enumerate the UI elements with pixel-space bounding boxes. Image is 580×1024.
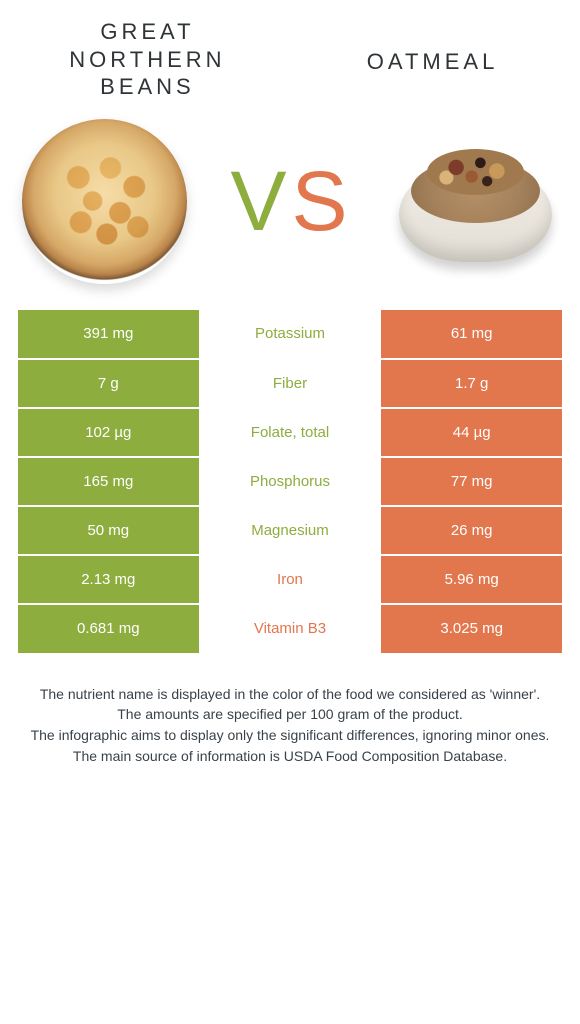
value-b: 26 mg (381, 506, 562, 555)
footer-line: The amounts are specified per 100 gram o… (24, 705, 556, 724)
table-row: 391 mgPotassium61 mg (18, 310, 562, 359)
value-a: 102 µg (18, 408, 199, 457)
food-a-image (22, 119, 187, 284)
nutrient-name: Vitamin B3 (199, 604, 382, 653)
table-row: 2.13 mgIron5.96 mg (18, 555, 562, 604)
footer-line: The nutrient name is displayed in the co… (24, 685, 556, 704)
table-row: 0.681 mgVitamin B33.025 mg (18, 604, 562, 653)
value-a: 0.681 mg (18, 604, 199, 653)
value-a: 7 g (18, 359, 199, 408)
value-b: 77 mg (381, 457, 562, 506)
value-b: 44 µg (381, 408, 562, 457)
footer-line: The infographic aims to display only the… (24, 726, 556, 745)
nutrient-name: Iron (199, 555, 382, 604)
nutrient-name: Magnesium (199, 506, 382, 555)
nutrient-name: Fiber (199, 359, 382, 408)
versus-label: VS (230, 153, 349, 250)
value-b: 1.7 g (381, 359, 562, 408)
comparison-table: 391 mgPotassium61 mg7 gFiber1.7 g102 µgF… (18, 310, 562, 653)
value-b: 3.025 mg (381, 604, 562, 653)
food-b-image (393, 119, 558, 284)
vs-s: S (292, 153, 350, 250)
table-row: 102 µgFolate, total44 µg (18, 408, 562, 457)
nutrient-name: Folate, total (199, 408, 382, 457)
value-a: 2.13 mg (18, 555, 199, 604)
value-a: 165 mg (18, 457, 199, 506)
value-b: 61 mg (381, 310, 562, 359)
nutrient-name: Phosphorus (199, 457, 382, 506)
food-a-title: GREAT NORTHERN BEANS (26, 18, 269, 101)
value-a: 391 mg (18, 310, 199, 359)
header-titles: GREAT NORTHERN BEANS OATMEAL (18, 0, 562, 111)
table-row: 7 gFiber1.7 g (18, 359, 562, 408)
vs-v: V (230, 153, 288, 250)
footer-notes: The nutrient name is displayed in the co… (18, 653, 562, 767)
value-a: 50 mg (18, 506, 199, 555)
nutrient-name: Potassium (199, 310, 382, 359)
versus-row: VS (18, 111, 562, 310)
food-b-title: OATMEAL (311, 18, 554, 76)
value-b: 5.96 mg (381, 555, 562, 604)
table-row: 165 mgPhosphorus77 mg (18, 457, 562, 506)
table-row: 50 mgMagnesium26 mg (18, 506, 562, 555)
footer-line: The main source of information is USDA F… (24, 747, 556, 766)
